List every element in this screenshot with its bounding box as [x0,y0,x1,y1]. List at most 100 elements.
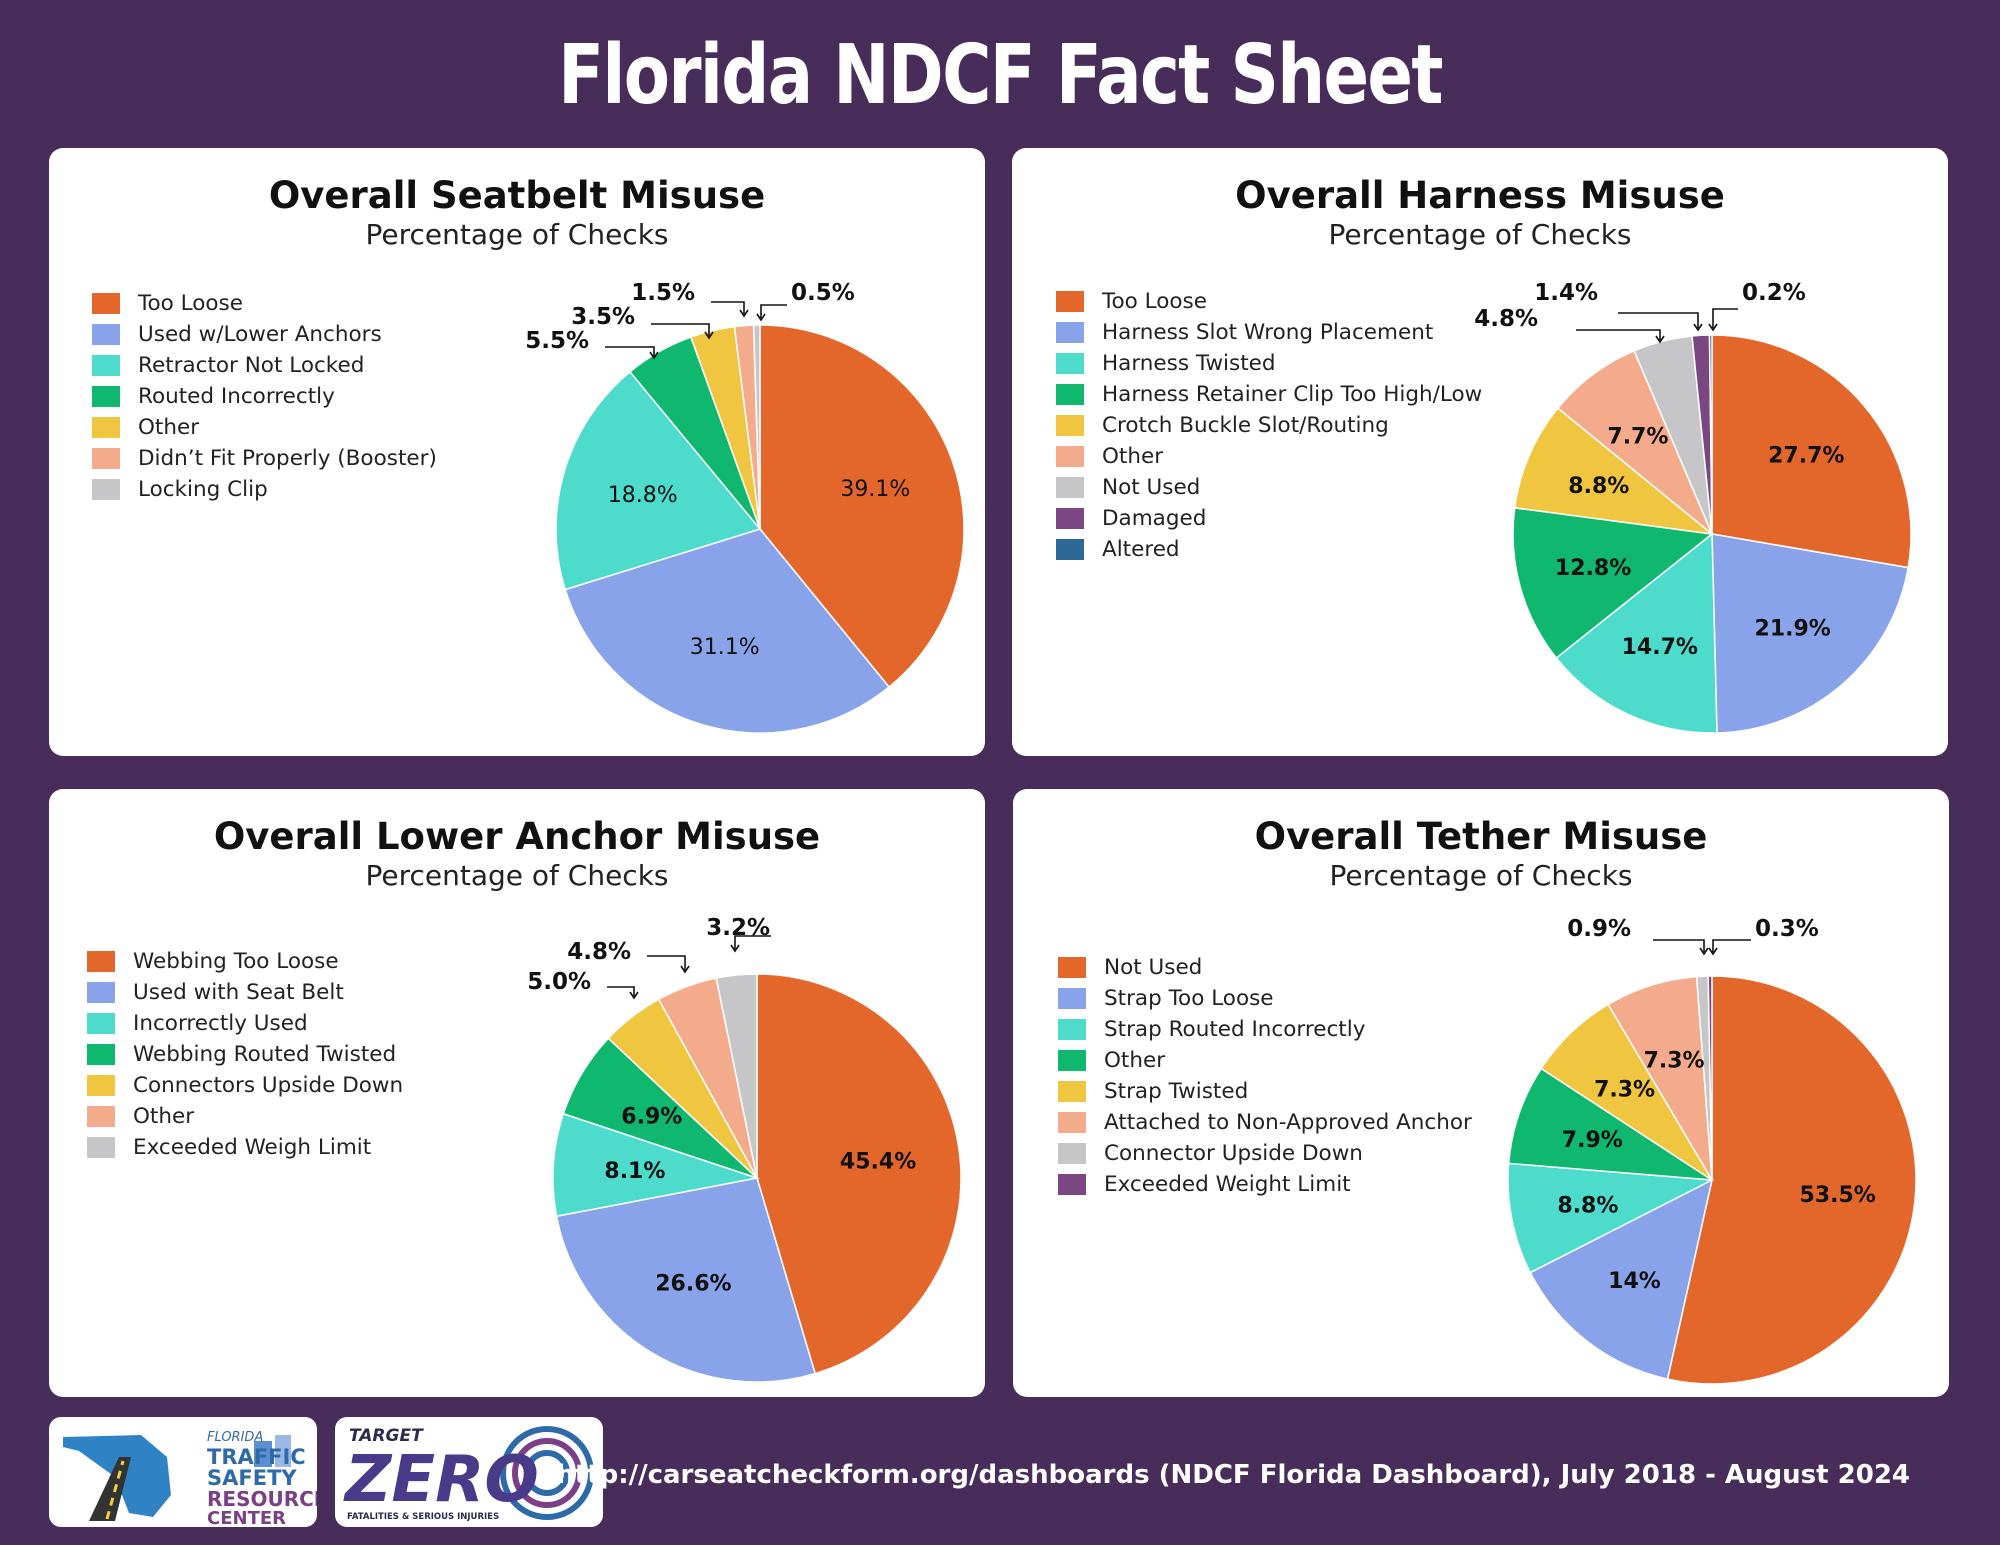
callout-line [1653,939,1705,952]
chart-title: Overall Harness Misuse [1235,174,1725,217]
pie-slice-label: 12.8% [1555,556,1631,581]
pie-slice [1666,975,1917,1385]
legend-label: Incorrectly Used [133,1011,308,1036]
legend-label: Strap Too Loose [1104,986,1274,1011]
pie-slice-label: 14.7% [1622,635,1698,660]
target-zero-logo-graphic: TARGET ZERO FATALITIES & SERIOUS INJURIE… [343,1426,594,1522]
callout-arrow [1655,335,1665,344]
logo-text-traffic: TRAFFIC [207,1445,306,1469]
callout-line [1576,329,1661,340]
callout-arrow [680,965,690,974]
legend-label: Other [138,415,200,440]
logo-text-zero: ZERO [343,1443,539,1517]
legend-item: Crotch Buckle Slot/Routing [1056,410,1482,441]
pie-slice-label: 4.8% [1474,306,1538,332]
legend-swatch [87,982,115,1003]
legend-label: Retractor Not Locked [138,353,365,378]
pie-slice-label: 1.5% [631,280,695,306]
callout-line [760,304,787,318]
legend-label: Strap Routed Incorrectly [1104,1017,1366,1042]
legend-item: Harness Twisted [1056,348,1482,379]
legend-item: Connector Upside Down [1058,1138,1472,1169]
legend-swatch [92,386,120,407]
legend-swatch [87,1075,115,1096]
callout-line [711,301,745,314]
logo-text-center: CENTER [207,1508,286,1527]
legend-label: Other [1104,1048,1166,1073]
ftsrc-logo-graphic: FLORIDA TRAFFIC SAFETY RESOURCE CENTER [63,1430,327,1529]
legend-label: Other [1102,444,1164,469]
legend-swatch [87,951,115,972]
legend-swatch [92,479,120,500]
legend-swatch [1056,322,1084,343]
chart-subtitle: Percentage of Checks [1328,218,1632,251]
legend-label: Used w/Lower Anchors [138,322,382,347]
legend-item: Retractor Not Locked [92,350,437,381]
legend-item: Attached to Non-Approved Anchor [1058,1107,1472,1138]
legend-swatch [92,293,120,314]
pie-slice-label: 5.5% [525,328,589,354]
legend-label: Webbing Too Loose [133,949,339,974]
legend-swatch [1058,957,1086,978]
pie-slice [1556,349,1713,535]
callout-arrow [739,309,749,318]
legend-swatch [87,1106,115,1127]
seatbelt-pie-chart: 39.1% 31.1% 18.8% 5.5%3.5%1.5% 0.5% [525,280,965,734]
pie-slice-label: 7.3% [1644,1048,1705,1073]
legend-swatch [1056,477,1084,498]
callout-line [734,935,771,949]
pie-slice [752,324,761,530]
callout-arrow [1699,947,1709,956]
callout-line [1618,312,1699,328]
callout-line [651,323,710,336]
source-citation: http://carseatcheckform.org/dashboards (… [556,1460,1910,1490]
legend-swatch [1056,415,1084,436]
logo-text-target: TARGET [349,1426,424,1446]
callout-arrow [1708,947,1718,956]
pie-slice [552,1112,760,1218]
legend-swatch [87,1137,115,1158]
lower-anchor-misuse-panel: Overall Lower Anchor Misuse Percentage o… [49,789,985,1397]
legend-swatch [87,1013,115,1034]
logo-text-resource: RESOURCE [207,1487,317,1511]
legend-item: Too Loose [1056,286,1482,317]
pie-slice-label: 39.1% [840,477,910,502]
callout-line [1712,939,1751,952]
pie-slice [1555,532,1718,734]
legend-label: Altered [1102,537,1180,562]
legend-swatch [1056,384,1084,405]
callout-arrow [629,991,639,1000]
chart-title: Overall Seatbelt Misuse [268,174,766,217]
legend-label: Too Loose [1102,289,1207,314]
legend-label: Didn’t Fit Properly (Booster) [138,446,437,471]
legend-swatch [1056,353,1084,374]
pie-slice-label: 1.4% [1534,280,1598,306]
pie-slice-label: 0.5% [791,280,855,306]
callout-arrow [730,944,740,953]
legend-swatch [1058,1112,1086,1133]
legend-swatch [1056,291,1084,312]
legend-swatch [1056,539,1084,560]
pie-slice [555,1177,817,1383]
pie-slice-label: 4.8% [567,939,631,965]
legend-item: Didn’t Fit Properly (Booster) [92,443,437,474]
legend-item: Other [1056,441,1482,472]
legend-item: Strap Twisted [1058,1076,1472,1107]
pie-slice-label: 7.7% [1607,424,1668,449]
legend-label: Attached to Non-Approved Anchor [1104,1110,1472,1135]
legend-swatch [1058,1050,1086,1071]
legend-swatch [1058,1081,1086,1102]
pie-slice [564,528,891,734]
pie-slice-label: 7.9% [1562,1128,1623,1153]
legend-label: Not Used [1102,475,1201,500]
legend-item: Strap Routed Incorrectly [1058,1014,1472,1045]
legend-item: Other [87,1101,403,1132]
target-zero-logo: TARGET ZERO FATALITIES & SERIOUS INJURIE… [335,1417,603,1527]
pie-slice-label: 5.0% [527,969,591,995]
pie-slice [1711,334,1912,569]
pie-slice-label: 31.1% [690,635,760,660]
chart-subtitle: Percentage of Checks [1329,859,1633,892]
harness-pie-chart: 27.7% 21.9% 14.7% 12.8% 8.8% 7.7% 4.8%1.4% 0.2% [1474,280,1912,734]
legend-item: Routed Incorrectly [92,381,437,412]
legend-swatch [1058,1019,1086,1040]
